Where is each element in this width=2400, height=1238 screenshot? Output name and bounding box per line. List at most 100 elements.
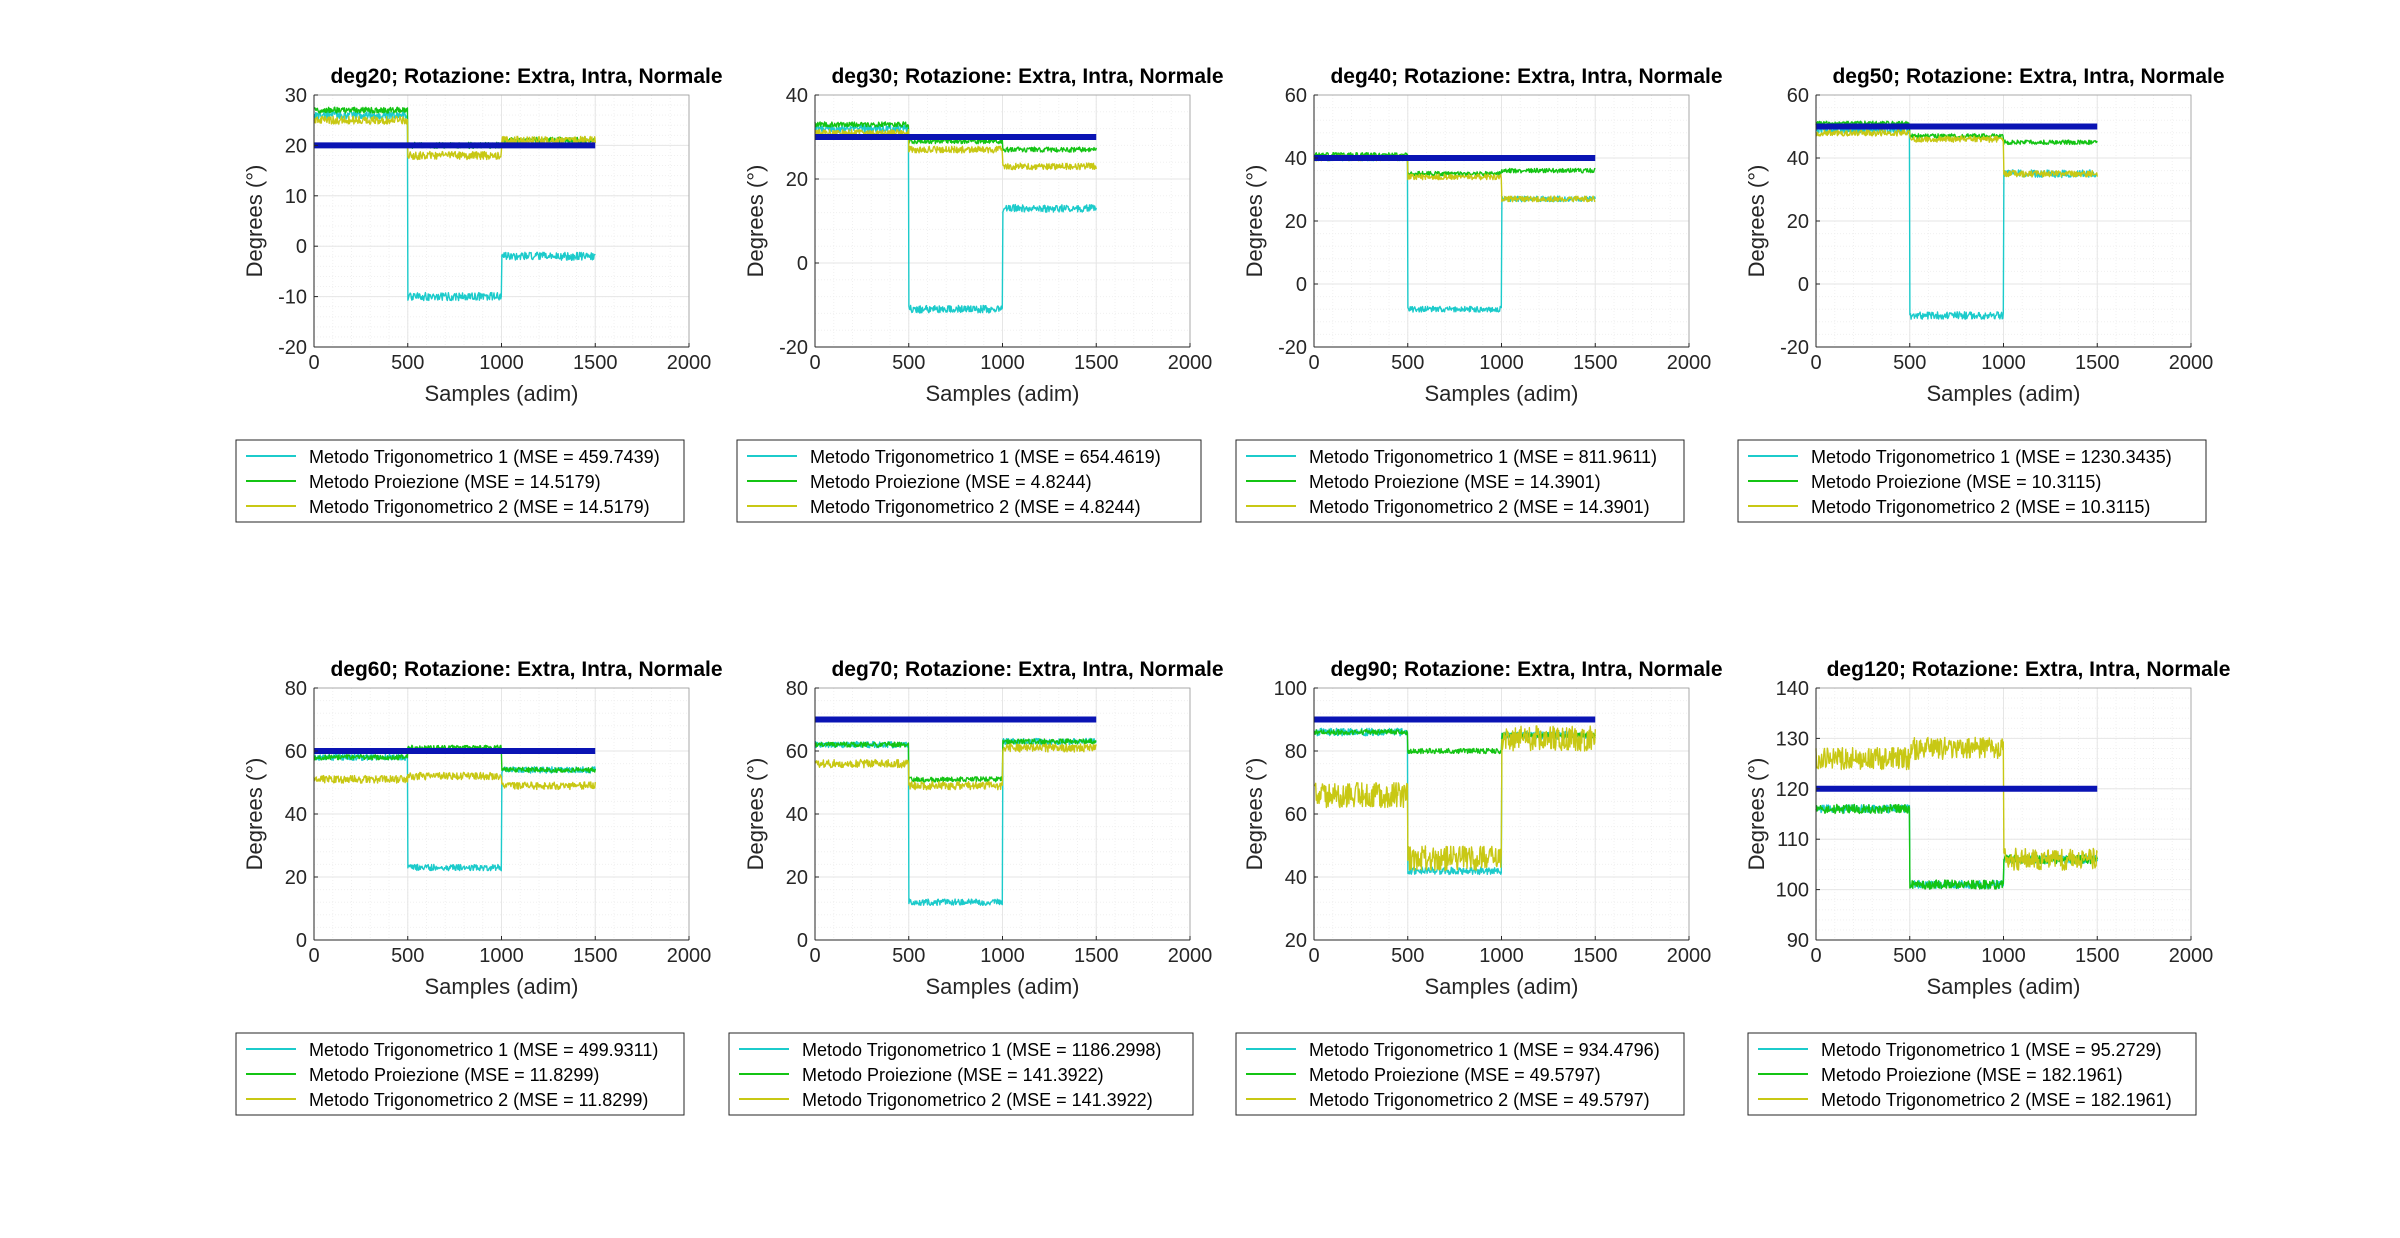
- series-line-trig1: [814, 124, 1097, 314]
- y-tick-label: 130: [1776, 728, 1809, 750]
- x-tick-label: 2000: [667, 945, 712, 967]
- x-tick-label: 1000: [479, 945, 524, 967]
- legend: Metodo Trigonometrico 1 (MSE = 499.9311)…: [235, 1032, 685, 1116]
- x-tick-label: 1500: [573, 352, 618, 374]
- subplot-1: 0 500 1000 1500 2000 -20 -10 0 10 20 30 deg20; Rota…: [235, 65, 723, 523]
- legend: Metodo Trigonometrico 1 (MSE = 811.9611)…: [1235, 439, 1685, 523]
- x-tick-label: 2000: [1168, 352, 1213, 374]
- legend-label: Metodo Proiezione (MSE = 14.3901): [1309, 472, 1601, 492]
- x-tick-label: 0: [308, 945, 319, 967]
- x-tick-label: 500: [1893, 352, 1926, 374]
- legend-label: Metodo Proiezione (MSE = 14.5179): [309, 472, 601, 492]
- y-tick-label: 40: [786, 804, 808, 826]
- y-tick-label: 20: [786, 867, 808, 889]
- series-line-proiezione: [814, 738, 1097, 783]
- subplot-title: deg120; Rotazione: Extra, Intra, Normale: [1827, 658, 2231, 681]
- legend-label: Metodo Trigonometrico 2 (MSE = 49.5797): [1309, 1090, 1650, 1110]
- y-tick-label: 30: [285, 85, 307, 107]
- y-tick-label: 60: [786, 741, 808, 763]
- x-axis-label: Samples (adim): [424, 381, 578, 406]
- y-tick-label: 20: [285, 135, 307, 157]
- x-tick-label: 1000: [1981, 352, 2026, 374]
- legend: Metodo Trigonometrico 1 (MSE = 459.7439)…: [235, 439, 685, 523]
- y-tick-label: 0: [797, 930, 808, 952]
- x-axis-label: Samples (adim): [1424, 381, 1578, 406]
- series-line-trig2: [814, 128, 1097, 171]
- legend-label: Metodo Proiezione (MSE = 141.3922): [802, 1065, 1104, 1085]
- legend-box: [235, 439, 685, 523]
- subplot-title: deg90; Rotazione: Extra, Intra, Normale: [1330, 658, 1722, 681]
- series-line-trig2: [814, 743, 1097, 791]
- x-tick-label: 1500: [2075, 352, 2120, 374]
- y-tick-label: -20: [1780, 337, 1809, 359]
- legend-box: [1747, 1032, 2197, 1116]
- x-tick-label: 500: [1893, 945, 1926, 967]
- x-tick-label: 500: [892, 352, 925, 374]
- y-tick-label: 60: [1285, 804, 1307, 826]
- legend-label: Metodo Proiezione (MSE = 182.1961): [1821, 1065, 2123, 1085]
- y-tick-label: 20: [1787, 211, 1809, 233]
- legend-label: Metodo Trigonometrico 1 (MSE = 934.4796): [1309, 1040, 1660, 1060]
- legend-box: [235, 1032, 685, 1116]
- subplot-5: 0 500 1000 1500 2000 0 20 40 60 80 deg60; Rotazion…: [235, 658, 723, 1116]
- y-tick-label: 10: [285, 186, 307, 208]
- x-tick-label: 1500: [2075, 945, 2120, 967]
- x-tick-label: 0: [809, 352, 820, 374]
- legend-label: Metodo Trigonometrico 1 (MSE = 1186.2998…: [802, 1040, 1161, 1060]
- x-axis-label: Samples (adim): [1926, 381, 2080, 406]
- x-tick-label: 500: [391, 352, 424, 374]
- x-axis-label: Samples (adim): [925, 974, 1079, 999]
- legend-label: Metodo Trigonometrico 2 (MSE = 14.3901): [1309, 497, 1650, 517]
- series-line-trig1: [313, 110, 596, 302]
- subplot-title: deg30; Rotazione: Extra, Intra, Normale: [831, 65, 1223, 88]
- y-tick-label: 140: [1776, 678, 1809, 700]
- y-tick-label: 20: [1285, 211, 1307, 233]
- legend-box: [728, 1032, 1194, 1116]
- legend-box: [736, 439, 1202, 523]
- legend-box: [1737, 439, 2207, 523]
- y-axis-label: Degrees (°): [1744, 758, 1769, 871]
- y-tick-label: 100: [1274, 678, 1307, 700]
- y-axis-label: Degrees (°): [743, 165, 768, 278]
- y-tick-label: 90: [1787, 930, 1809, 952]
- legend-box: [1235, 1032, 1685, 1116]
- x-tick-label: 2000: [1667, 945, 1712, 967]
- legend-label: Metodo Trigonometrico 2 (MSE = 14.5179): [309, 497, 650, 517]
- x-tick-label: 0: [809, 945, 820, 967]
- y-tick-label: 20: [786, 169, 808, 191]
- x-tick-label: 1500: [1074, 945, 1119, 967]
- series-line-proiezione: [313, 744, 596, 774]
- x-tick-label: 2000: [1667, 352, 1712, 374]
- series-line-trig2: [1815, 736, 2098, 871]
- y-tick-label: -20: [1278, 337, 1307, 359]
- legend-label: Metodo Trigonometrico 2 (MSE = 182.1961): [1821, 1090, 2172, 1110]
- x-tick-label: 1500: [1074, 352, 1119, 374]
- y-tick-label: 80: [285, 678, 307, 700]
- x-tick-label: 1000: [479, 352, 524, 374]
- y-tick-label: 0: [1296, 274, 1307, 296]
- y-tick-label: 80: [1285, 741, 1307, 763]
- x-tick-label: 500: [892, 945, 925, 967]
- y-tick-label: 40: [1285, 867, 1307, 889]
- x-axis-label: Samples (adim): [1926, 974, 2080, 999]
- y-tick-label: 80: [786, 678, 808, 700]
- x-tick-label: 2000: [667, 352, 712, 374]
- y-tick-label: 60: [1285, 85, 1307, 107]
- x-tick-label: 1000: [980, 352, 1025, 374]
- y-tick-label: 110: [1777, 829, 1809, 851]
- x-tick-label: 2000: [2169, 352, 2214, 374]
- x-tick-label: 0: [308, 352, 319, 374]
- x-axis-label: Samples (adim): [925, 381, 1079, 406]
- x-tick-label: 1000: [1981, 945, 2026, 967]
- x-axis-label: Samples (adim): [424, 974, 578, 999]
- legend-label: Metodo Trigonometrico 2 (MSE = 4.8244): [810, 497, 1141, 517]
- legend-label: Metodo Proiezione (MSE = 10.3115): [1811, 472, 2101, 492]
- y-axis-label: Degrees (°): [743, 758, 768, 871]
- legend: Metodo Trigonometrico 1 (MSE = 934.4796)…: [1235, 1032, 1685, 1116]
- y-tick-label: 20: [285, 867, 307, 889]
- legend-label: Metodo Trigonometrico 2 (MSE = 141.3922): [802, 1090, 1153, 1110]
